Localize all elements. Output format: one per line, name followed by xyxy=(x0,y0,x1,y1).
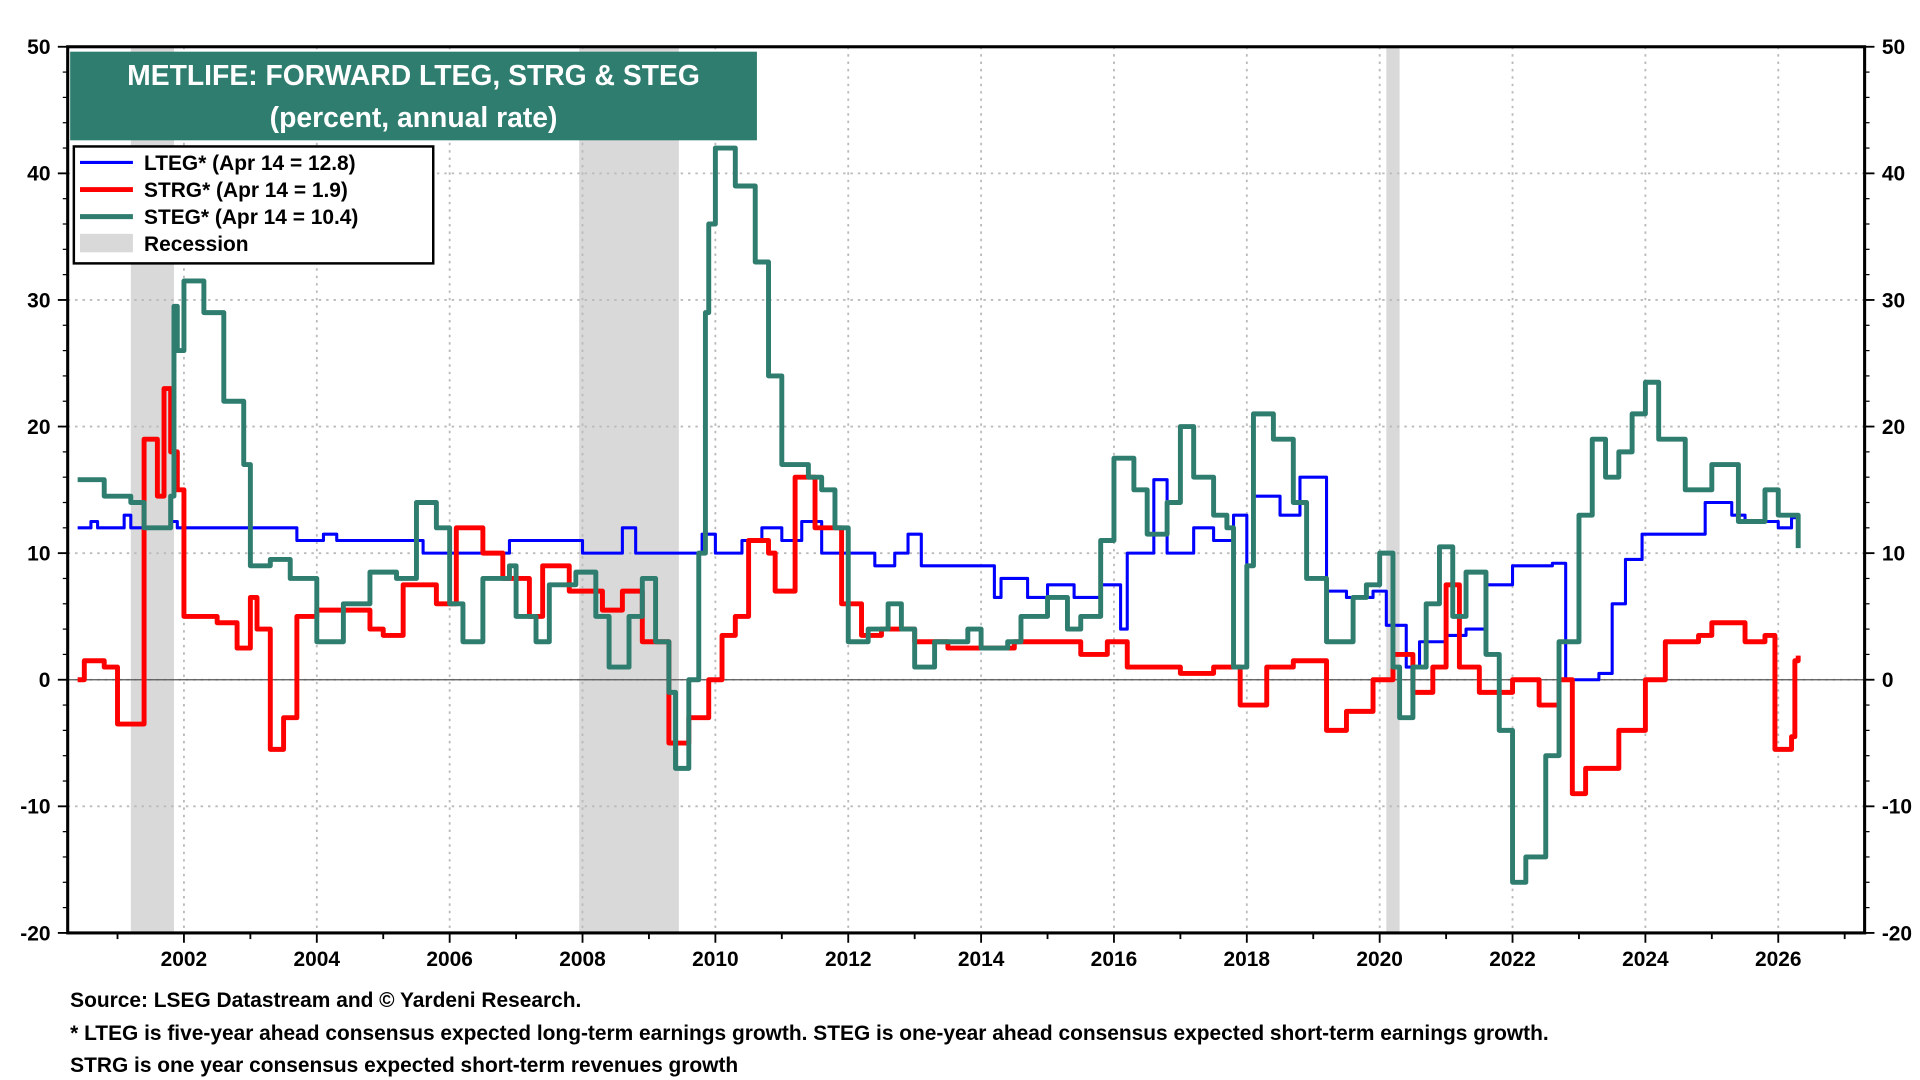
footer-note-1: * LTEG is five-year ahead consensus expe… xyxy=(70,1022,1549,1045)
legend-label-recession: Recession xyxy=(144,233,249,256)
y-tick-label-left: 0 xyxy=(39,669,51,692)
y-tick-label-right: 30 xyxy=(1882,289,1905,312)
y-tick-label-right: 40 xyxy=(1882,163,1905,186)
y-tick-label-left: 40 xyxy=(27,163,50,186)
recession-band xyxy=(579,46,679,933)
y-tick-label-right: 0 xyxy=(1882,669,1894,692)
footer-note-2: STRG is one year consensus expected shor… xyxy=(70,1054,738,1077)
x-tick-label: 2026 xyxy=(1755,948,1802,971)
x-tick-label: 2010 xyxy=(692,948,739,971)
legend-label-steg: STEG* (Apr 14 = 10.4) xyxy=(144,206,358,229)
legend-swatch-recession xyxy=(80,233,133,253)
x-tick-label: 2018 xyxy=(1224,948,1271,971)
y-tick-label-left: -10 xyxy=(20,796,50,819)
series-lines xyxy=(77,145,1801,885)
x-tick-label: 2002 xyxy=(161,948,208,971)
x-tick-label: 2020 xyxy=(1356,948,1403,971)
legend-label-lteg: LTEG* (Apr 14 = 12.8) xyxy=(144,152,356,175)
y-tick-label-right: 20 xyxy=(1882,416,1905,439)
y-tick-label-right: 10 xyxy=(1882,543,1905,566)
chart-title: METLIFE: FORWARD LTEG, STRG & STEG xyxy=(127,59,700,91)
y-tick-label-right: -10 xyxy=(1882,796,1912,819)
title-box: METLIFE: FORWARD LTEG, STRG & STEG (perc… xyxy=(70,51,757,141)
y-tick-label-left: 50 xyxy=(27,36,50,59)
x-tick-label: 2014 xyxy=(958,948,1005,971)
y-tick-label-right: -20 xyxy=(1882,922,1912,945)
x-tick-label: 2024 xyxy=(1622,948,1669,971)
chart-subtitle: (percent, annual rate) xyxy=(270,101,558,133)
y-tick-label-left: 10 xyxy=(27,543,50,566)
x-tick-label: 2012 xyxy=(825,948,872,971)
series-line-strg xyxy=(77,386,1801,797)
series-line-steg xyxy=(77,145,1801,885)
y-tick-label-left: 30 xyxy=(27,289,50,312)
plot-frame xyxy=(66,45,1867,935)
x-tick-label: 2006 xyxy=(426,948,473,971)
x-tick-label: 2008 xyxy=(559,948,606,971)
legend-label-strg: STRG* (Apr 14 = 1.9) xyxy=(144,179,348,202)
footer-source: Source: LSEG Datastream and © Yardeni Re… xyxy=(70,989,581,1012)
x-tick-label: 2022 xyxy=(1489,948,1536,971)
recession-band xyxy=(1386,46,1400,933)
series-line-lteg xyxy=(77,475,1799,682)
gridlines xyxy=(67,46,1865,933)
x-tick-label: 2004 xyxy=(294,948,341,971)
y-tick-label-left: 20 xyxy=(27,416,50,439)
x-tick-label: 2016 xyxy=(1091,948,1138,971)
y-tick-label-left: -20 xyxy=(20,922,50,945)
legend: LTEG* (Apr 14 = 12.8) STRG* (Apr 14 = 1.… xyxy=(72,145,435,265)
y-tick-label-right: 50 xyxy=(1882,36,1905,59)
